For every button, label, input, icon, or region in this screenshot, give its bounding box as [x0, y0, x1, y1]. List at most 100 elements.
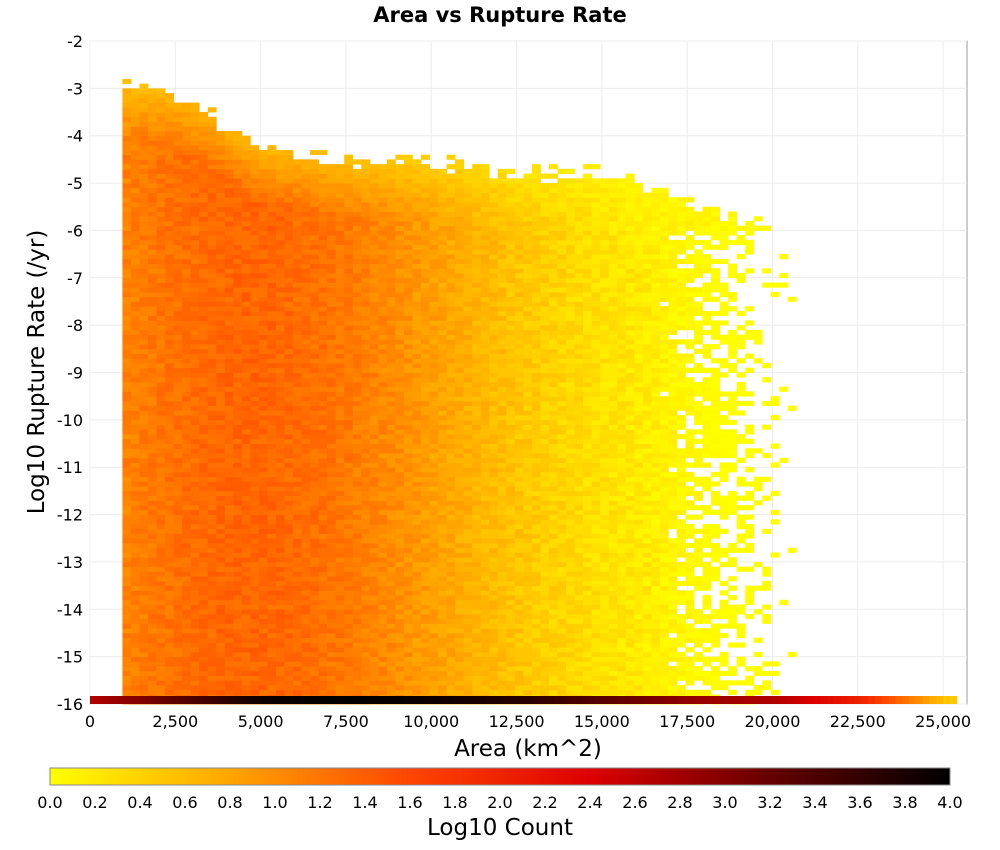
heatmap-cell: [395, 448, 405, 454]
heatmap-cell: [753, 609, 763, 615]
heatmap-cell: [651, 595, 661, 601]
heatmap-cell: [165, 632, 174, 639]
heatmap-cell: [139, 614, 149, 620]
heatmap-cell: [258, 580, 268, 587]
heatmap-cell: [310, 542, 320, 549]
heatmap-cell: [531, 614, 541, 620]
heatmap-cell: [600, 419, 610, 425]
heatmap-cell: [378, 689, 388, 695]
heatmap-cell: [173, 590, 183, 596]
heatmap-cell: [148, 637, 157, 643]
heatmap-cell: [361, 614, 371, 620]
heatmap-cell: [369, 609, 379, 615]
heatmap-cell: [617, 637, 627, 643]
heatmap-cell: [531, 438, 541, 444]
heatmap-cell: [275, 580, 285, 587]
heatmap-cell: [250, 647, 260, 653]
heatmap-cell: [335, 566, 345, 572]
heatmap-cell: [335, 552, 345, 558]
heatmap-cell: [574, 689, 584, 695]
heatmap-cell: [369, 514, 379, 520]
heatmap-cell: [284, 467, 294, 473]
heatmap-cell: [130, 500, 140, 506]
heatmap-cell: [625, 675, 635, 681]
heatmap-cell: [480, 415, 490, 421]
heatmap-cell: [293, 381, 302, 388]
heatmap-cell: [429, 642, 439, 648]
heatmap-cell: [659, 552, 669, 558]
heatmap-cell: [344, 415, 354, 421]
heatmap-cell: [429, 656, 439, 662]
heatmap-cell: [173, 542, 183, 549]
heatmap-cell: [676, 632, 686, 639]
heatmap-cell: [574, 552, 584, 558]
heatmap-cell: [369, 405, 379, 411]
heatmap-cell: [600, 623, 610, 629]
heatmap-cell: [625, 609, 635, 615]
heatmap-cell: [386, 666, 396, 672]
heatmap-cell: [122, 623, 132, 629]
heatmap-cell: [446, 561, 456, 568]
heatmap-cell: [301, 623, 311, 629]
heatmap-cell: [463, 410, 473, 416]
heatmap-cell: [275, 566, 285, 572]
heatmap-cell: [173, 666, 183, 672]
heatmap-cell: [258, 585, 268, 591]
heatmap-cell: [438, 505, 447, 511]
heatmap-cell: [310, 495, 320, 501]
heatmap-cell: [335, 377, 345, 383]
heatmap-cell: [617, 524, 627, 530]
heatmap-cell: [156, 467, 166, 473]
heatmap-cell: [548, 377, 558, 383]
heatmap-cell: [694, 386, 703, 392]
heatmap-cell: [233, 666, 243, 672]
heatmap-cell: [642, 429, 652, 435]
heatmap-cell: [472, 561, 482, 568]
heatmap-cell: [327, 467, 337, 473]
heatmap-cell: [591, 637, 601, 643]
heatmap-cell: [497, 666, 507, 672]
heatmap-cell: [472, 614, 482, 620]
heatmap-cell: [429, 661, 439, 667]
heatmap-cell: [310, 533, 320, 539]
heatmap-cell: [608, 628, 618, 634]
heatmap-cell: [463, 448, 473, 454]
heatmap-cell: [327, 372, 337, 378]
heatmap-cell: [301, 514, 311, 520]
heatmap-cell: [122, 656, 132, 662]
heatmap-cell: [642, 443, 652, 449]
heatmap-cell: [233, 519, 243, 525]
heatmap-cell: [668, 571, 678, 577]
heatmap-cell: [659, 547, 669, 553]
heatmap-cell: [685, 410, 695, 416]
heatmap-cell: [497, 495, 507, 501]
heatmap-cell: [267, 628, 277, 634]
heatmap-cell: [190, 524, 200, 530]
heatmap-cell: [497, 552, 507, 558]
heatmap-cell: [583, 614, 593, 620]
heatmap-cell: [310, 656, 320, 662]
heatmap-cell: [463, 670, 473, 676]
heatmap-cell: [685, 505, 695, 511]
heatmap-cell: [233, 500, 243, 506]
heatmap-cell: [318, 637, 328, 643]
heatmap-cell: [506, 599, 516, 605]
heatmap-cell: [190, 438, 200, 444]
heatmap-cell: [284, 471, 294, 478]
heatmap-cell: [583, 415, 593, 421]
heatmap-cell: [267, 552, 277, 558]
heatmap-cell: [275, 642, 285, 648]
heatmap-cell: [523, 609, 533, 615]
heatmap-cell: [301, 689, 311, 695]
heatmap-cell: [446, 490, 456, 497]
heatmap-cell: [361, 424, 371, 430]
heatmap-cell: [335, 637, 345, 643]
heatmap-cell: [531, 391, 541, 397]
heatmap-cell: [728, 614, 738, 620]
heatmap-cell: [386, 396, 396, 402]
heatmap-cell: [318, 500, 328, 506]
heatmap-cell: [719, 590, 729, 596]
heatmap-cell: [301, 490, 311, 497]
heatmap-cell: [480, 566, 490, 572]
heatmap-cell: [352, 419, 362, 425]
